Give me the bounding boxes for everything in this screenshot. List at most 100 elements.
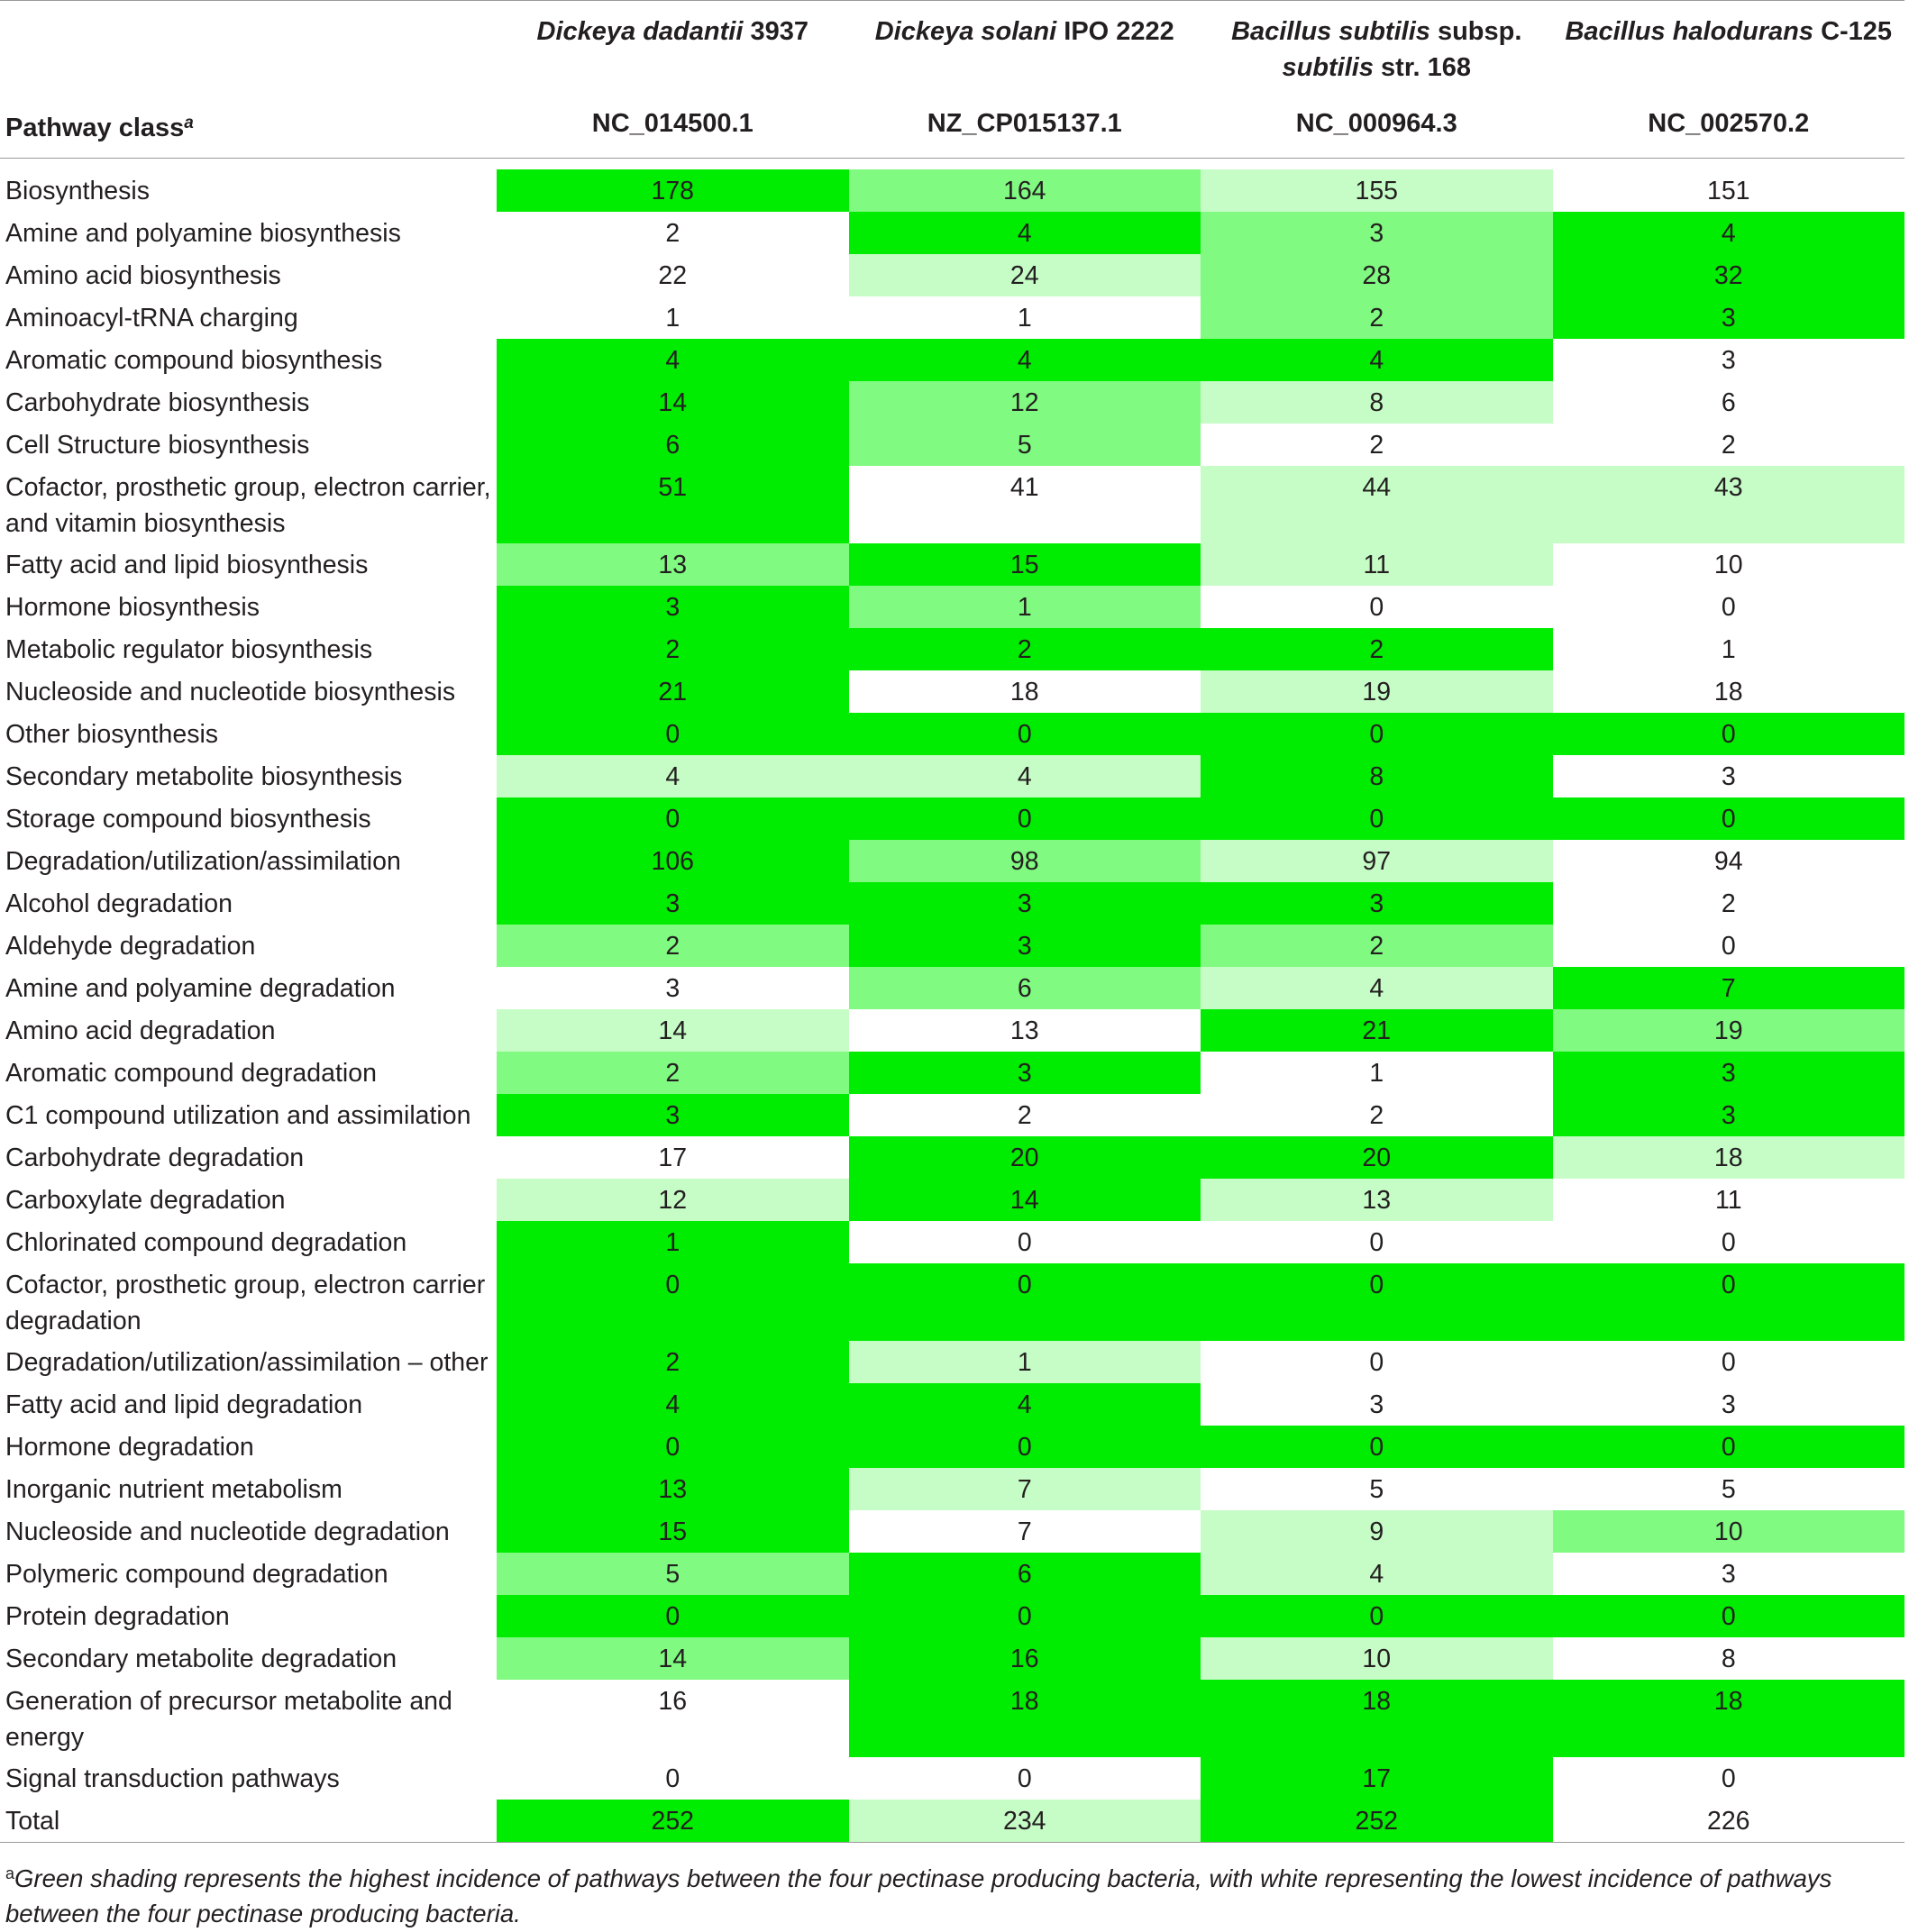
table-row: Protein degradation 0 0 0 0 (0, 1595, 1904, 1637)
count-cell: 2 (1201, 424, 1553, 466)
table-row: Carbohydrate degradation 17 20 20 18 (0, 1136, 1904, 1179)
count-cell: 0 (497, 1263, 849, 1341)
count-cell: 21 (1201, 1009, 1553, 1052)
count-cell: 6 (497, 424, 849, 466)
corner-cell (0, 1, 497, 105)
pathway-name-cell: Polymeric compound degradation (5, 1560, 388, 1589)
organism-strain-line2: str. 168 (1373, 53, 1472, 82)
pathway-name-cell: Storage compound biosynthesis (5, 805, 371, 834)
count-cell: 18 (1552, 670, 1904, 713)
table-row: Secondary metabolite biosynthesis 4 4 8 3 (0, 755, 1904, 797)
count-cell: 0 (848, 1595, 1201, 1637)
pathway-name-cell: Amine and polyamine biosynthesis (5, 219, 401, 248)
count-cell: 11 (1201, 543, 1553, 586)
count-cell: 0 (1552, 1426, 1904, 1468)
count-cell: 5 (1201, 1468, 1553, 1510)
organism-header-3: Bacillus subtilis subsp. subtilis str. 1… (1201, 1, 1553, 105)
count-cell: 18 (1552, 1136, 1904, 1179)
count-cell: 17 (1201, 1757, 1553, 1800)
table-row: Fatty acid and lipid degradation 4 4 3 3 (0, 1383, 1904, 1426)
count-cell: 94 (1552, 840, 1904, 882)
accession-2: NZ_CP015137.1 (848, 105, 1201, 159)
count-cell: 17 (497, 1136, 849, 1179)
count-cell: 2 (497, 1052, 849, 1094)
count-cell: 2 (1552, 424, 1904, 466)
accession-header-row: Pathway classa NC_014500.1 NZ_CP015137.1… (0, 105, 1904, 159)
count-cell: 14 (497, 381, 849, 424)
count-cell: 11 (1552, 1179, 1904, 1221)
pathway-name-cell: Cofactor, prosthetic group, electron car… (5, 473, 491, 538)
pathway-name-cell: Nucleoside and nucleotide biosynthesis (5, 678, 456, 706)
count-cell: 4 (497, 1383, 849, 1426)
table-body: Biosynthesis 178 164 155 151 Amine and polyam… (0, 169, 1904, 1843)
table-row: Amino acid biosynthesis 22 24 28 32 (0, 254, 1904, 296)
table-row: Degradation/utilization/assimilation – o… (0, 1341, 1904, 1383)
pathway-name-cell: C1 compound utilization and assimilation (5, 1101, 471, 1130)
pathway-name-cell: Alcohol degradation (5, 889, 233, 918)
organism-name: Dickeya dadantii (536, 17, 744, 46)
organism-strain: subsp. (1429, 17, 1522, 46)
count-cell: 0 (848, 797, 1201, 840)
count-cell: 0 (1201, 1426, 1553, 1468)
organism-header-2: Dickeya solani IPO 2222 (849, 1, 1201, 105)
count-cell: 0 (1201, 797, 1553, 840)
count-cell: 10 (1552, 1510, 1904, 1553)
count-cell: 0 (1201, 1221, 1553, 1263)
count-cell: 3 (848, 1052, 1201, 1094)
count-cell: 1 (497, 1221, 849, 1263)
count-cell: 234 (848, 1800, 1201, 1843)
count-cell: 3 (1552, 1553, 1904, 1595)
pathway-name-cell: Metabolic regulator biosynthesis (5, 635, 373, 664)
organism-header-row: Dickeya dadantii 3937 Dickeya solani IPO… (0, 1, 1904, 105)
count-cell: 20 (1201, 1136, 1553, 1179)
count-cell: 0 (1552, 1263, 1904, 1341)
pathway-name-cell: Aromatic compound degradation (5, 1059, 377, 1088)
count-cell: 13 (848, 1009, 1201, 1052)
count-cell: 24 (848, 254, 1201, 296)
pathway-name-cell: Secondary metabolite degradation (5, 1645, 397, 1673)
count-cell: 3 (1552, 1052, 1904, 1094)
pathway-name-cell: Carbohydrate biosynthesis (5, 388, 310, 417)
table-row: Amino acid degradation 14 13 21 19 (0, 1009, 1904, 1052)
count-cell: 3 (1552, 1094, 1904, 1136)
count-cell: 22 (497, 254, 849, 296)
pathway-comparison-table: Dickeya dadantii 3937 Dickeya solani IPO… (0, 0, 1904, 1843)
accession-1: NC_014500.1 (497, 105, 849, 159)
table-row: Chlorinated compound degradation 1 0 0 0 (0, 1221, 1904, 1263)
table-row: Fatty acid and lipid biosynthesis 13 15 11 1… (0, 543, 1904, 586)
table-row: Amine and polyamine degradation 3 6 4 7 (0, 967, 1904, 1009)
table-row: Other biosynthesis 0 0 0 0 (0, 713, 1904, 755)
count-cell: 3 (497, 586, 849, 628)
count-cell: 1 (1552, 628, 1904, 670)
accession-4: NC_002570.2 (1552, 105, 1904, 159)
table-row: Nucleoside and nucleotide biosynthesis 21… (0, 670, 1904, 713)
count-cell: 3 (1552, 1383, 1904, 1426)
count-cell: 0 (1201, 1595, 1553, 1637)
count-cell: 2 (1201, 925, 1553, 967)
count-cell: 3 (497, 882, 849, 925)
count-cell: 155 (1201, 169, 1553, 212)
count-cell: 2 (1201, 296, 1553, 339)
count-cell: 12 (848, 381, 1201, 424)
count-cell: 164 (848, 169, 1201, 212)
count-cell: 13 (1201, 1179, 1553, 1221)
count-cell: 3 (1552, 755, 1904, 797)
count-cell: 8 (1201, 381, 1553, 424)
pathway-name-cell: Signal transduction pathways (5, 1764, 340, 1793)
count-cell: 5 (497, 1553, 849, 1595)
pathway-name-cell: Cell Structure biosynthesis (5, 431, 310, 460)
count-cell: 252 (1201, 1800, 1553, 1843)
table-row: Secondary metabolite degradation 14 16 10 8 (0, 1637, 1904, 1680)
count-cell: 0 (497, 713, 849, 755)
count-cell: 3 (497, 1094, 849, 1136)
pathway-class-header: Pathway classa (0, 105, 497, 159)
count-cell: 13 (497, 1468, 849, 1510)
count-cell: 2 (1552, 882, 1904, 925)
table-row: Aromatic compound degradation 2 3 1 3 (0, 1052, 1904, 1094)
count-cell: 4 (1201, 967, 1553, 1009)
table-row: Storage compound biosynthesis 0 0 0 0 (0, 797, 1904, 840)
table-row: Carbohydrate biosynthesis 14 12 8 6 (0, 381, 1904, 424)
count-cell: 9 (1201, 1510, 1553, 1553)
count-cell: 20 (848, 1136, 1201, 1179)
count-cell: 0 (848, 1426, 1201, 1468)
